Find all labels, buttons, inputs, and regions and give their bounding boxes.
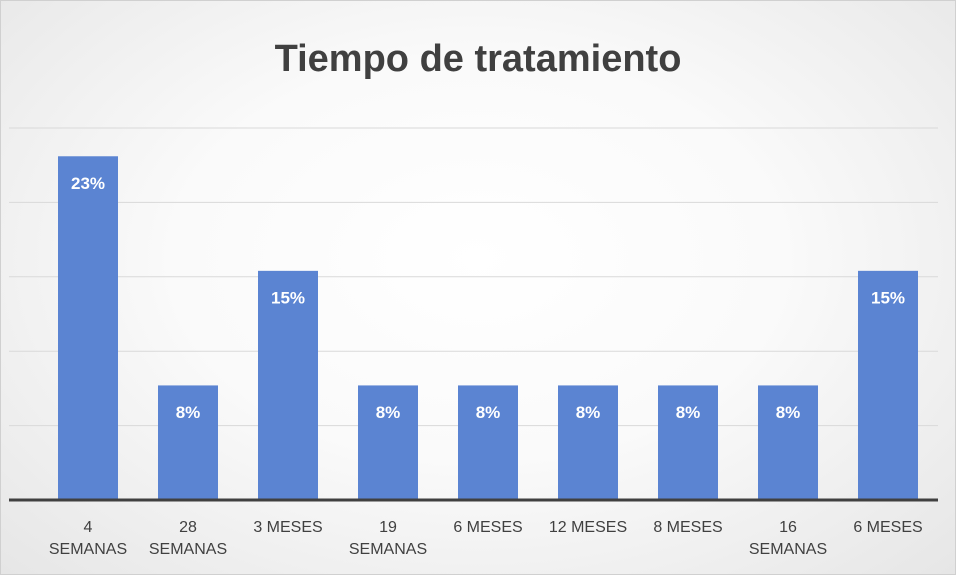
data-label: 15% (871, 288, 905, 307)
x-tick-label: 16 SEMANAS (748, 519, 828, 558)
x-tick-label: 6 MESES (853, 519, 923, 536)
x-tick-label: 19 SEMANAS (348, 519, 428, 558)
x-tick-label: 4 SEMANAS (48, 519, 128, 558)
bar (858, 270, 918, 500)
data-label: 8% (376, 403, 401, 422)
bar (158, 385, 218, 500)
x-tick-label: 6 MESES (453, 519, 523, 536)
bar (358, 385, 418, 500)
data-label: 8% (776, 403, 801, 422)
data-label: 15% (271, 288, 305, 307)
bar (558, 385, 618, 500)
data-label: 8% (676, 403, 701, 422)
bar (58, 156, 118, 500)
chart-title: Tiempo de tratamiento (275, 38, 682, 80)
x-tick-label: 3 MESES (253, 519, 323, 536)
x-tick-label: 28 SEMANAS (148, 519, 228, 558)
data-label: 8% (476, 403, 501, 422)
data-label: 23% (71, 174, 105, 193)
bar (458, 385, 518, 500)
data-label: 8% (576, 403, 601, 422)
x-tick-label: 12 MESES (548, 519, 628, 536)
x-tick-label: 8 MESES (653, 519, 723, 536)
data-label: 8% (176, 403, 201, 422)
bar (758, 385, 818, 500)
bar (258, 270, 318, 500)
bar (658, 385, 718, 500)
